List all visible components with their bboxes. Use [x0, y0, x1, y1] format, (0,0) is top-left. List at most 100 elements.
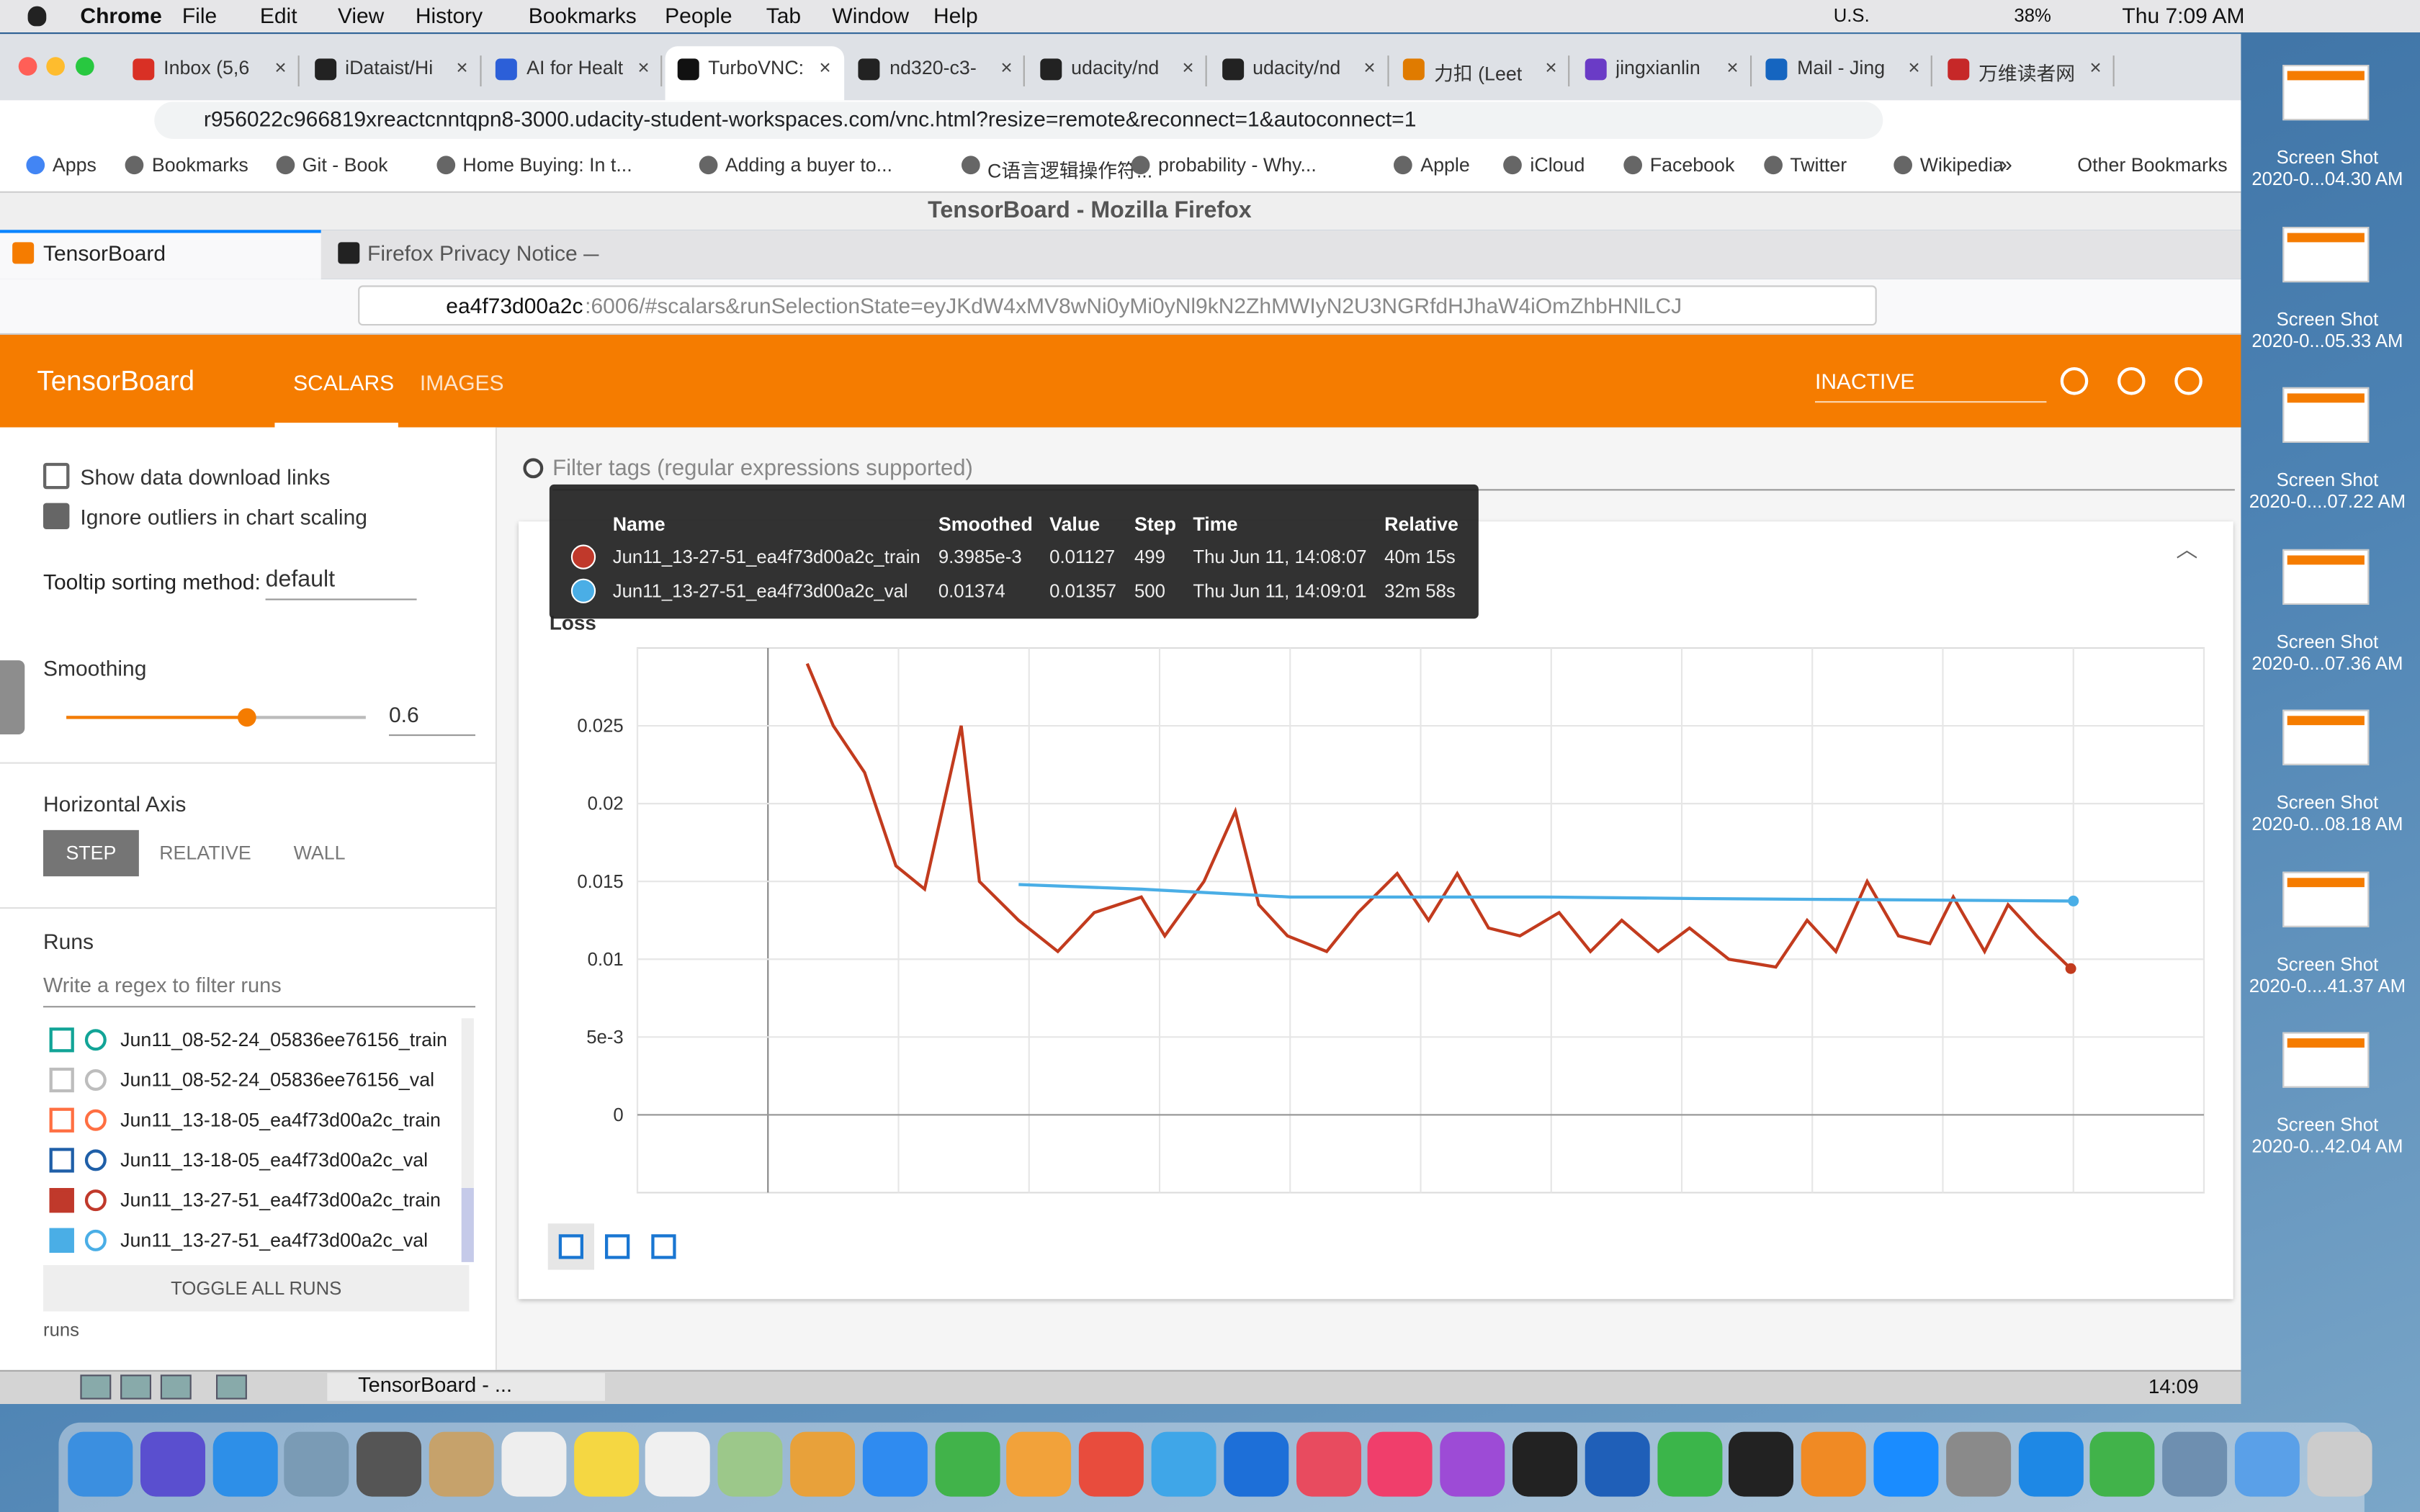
menu-item[interactable]: History [415, 3, 483, 28]
dock-icon[interactable] [573, 1431, 639, 1497]
tab-title[interactable]: udacity/nd [1071, 57, 1160, 79]
tab-title[interactable]: nd320-c3- [889, 57, 977, 79]
url-rest[interactable]: :6006/#scalars&runSelectionState=eyJKdW4… [585, 293, 1682, 318]
dock-icon[interactable] [717, 1431, 783, 1497]
dock-icon[interactable] [934, 1431, 1000, 1497]
taskbar-icon[interactable] [160, 1374, 192, 1400]
browser-tab[interactable] [1391, 55, 1570, 86]
menu-item[interactable]: People [665, 3, 732, 28]
browser-tab[interactable] [1754, 55, 1933, 86]
dock-icon[interactable] [1585, 1431, 1650, 1497]
card-collapse[interactable]: ︿ [2176, 536, 2198, 562]
dock-icon[interactable] [140, 1431, 205, 1497]
desktop-label[interactable]: 2020-0...07.36 AM [2251, 652, 2403, 674]
chart-tool[interactable] [605, 1234, 630, 1259]
desktop-label[interactable]: Screen Shot [2276, 953, 2379, 975]
axis-button[interactable]: WALL [293, 842, 346, 864]
tab-close[interactable]: × [637, 55, 650, 79]
menu-item[interactable]: Window [832, 3, 910, 28]
tab-title[interactable]: Inbox (5,6 [163, 57, 250, 79]
dock-icon[interactable] [1945, 1431, 2011, 1497]
dock-icon[interactable] [1657, 1431, 1722, 1497]
run-name[interactable]: Jun11_13-18-05_ea4f73d00a2c_val [120, 1149, 429, 1171]
browser-tab[interactable] [302, 55, 481, 86]
tab-close[interactable]: × [1000, 55, 1013, 79]
desktop-label[interactable]: Screen Shot [2276, 1114, 2379, 1136]
desktop-label[interactable]: 2020-0...08.18 AM [2251, 813, 2403, 835]
desktop-label[interactable]: 2020-0...04.30 AM [2251, 168, 2403, 190]
tab-close[interactable]: × [1908, 55, 1920, 79]
dock-icon[interactable] [790, 1431, 856, 1497]
run-checkbox[interactable] [49, 1027, 74, 1053]
dock-icon[interactable] [1006, 1431, 1072, 1497]
dock-icon[interactable] [501, 1431, 566, 1497]
dock-icon[interactable] [284, 1431, 350, 1497]
checkbox[interactable] [43, 503, 70, 529]
browser-tab[interactable] [483, 55, 663, 86]
tab-title[interactable]: jingxianlin [1615, 57, 1700, 79]
dock-icon[interactable] [2017, 1431, 2083, 1497]
tab-title[interactable]: TurboVNC: [708, 57, 805, 79]
chart-tool[interactable] [558, 1234, 583, 1259]
bookmark[interactable]: Git - Book [302, 154, 388, 176]
bookmark[interactable]: Apple [1420, 154, 1470, 176]
tab-close[interactable]: × [456, 55, 468, 79]
run-name[interactable]: Jun11_13-27-51_ea4f73d00a2c_val [120, 1229, 429, 1251]
tab-title[interactable]: 万维读者网 [1978, 63, 2076, 85]
tab-close[interactable]: × [274, 55, 287, 79]
desktop-label[interactable]: Screen Shot [2276, 469, 2379, 491]
desktop-label[interactable]: Screen Shot [2276, 146, 2379, 168]
bookmark[interactable]: Wikipedia [1919, 154, 2004, 176]
sidebar-handle[interactable] [0, 660, 25, 734]
tb-status[interactable]: INACTIVE [1815, 369, 2047, 403]
tab-close[interactable]: × [1545, 55, 1557, 79]
desktop-label[interactable]: 2020-0...42.04 AM [2251, 1135, 2403, 1158]
browser-tab[interactable] [1028, 55, 1207, 86]
axis-button[interactable]: RELATIVE [159, 842, 251, 864]
desktop-label[interactable]: 2020-0....07.22 AM [2249, 490, 2406, 513]
dock-icon[interactable] [429, 1431, 494, 1497]
desktop-label[interactable]: 2020-0....41.37 AM [2249, 974, 2406, 996]
run-checkbox[interactable] [49, 1188, 74, 1213]
run-name[interactable]: Jun11_13-18-05_ea4f73d00a2c_train [120, 1109, 441, 1131]
tb-icon[interactable] [2118, 366, 2146, 395]
run-checkbox[interactable] [49, 1228, 74, 1253]
tb-icon[interactable] [2060, 366, 2089, 395]
menu-clock[interactable]: Thu 7:09 AM [2122, 3, 2245, 28]
apple-logo[interactable] [27, 6, 47, 27]
tab-close[interactable]: × [2089, 55, 2102, 79]
browser-tab[interactable] [1572, 55, 1752, 86]
dock-icon[interactable] [2090, 1431, 2156, 1497]
tab-close[interactable]: × [1726, 55, 1739, 79]
dock-icon[interactable] [357, 1431, 422, 1497]
sort-select[interactable]: default [265, 566, 417, 600]
bookmark[interactable]: Twitter [1790, 154, 1847, 176]
tab-title[interactable]: 力扣 (Leet [1434, 63, 1523, 85]
window-button[interactable] [46, 57, 65, 76]
run-checkbox[interactable] [49, 1067, 74, 1093]
run-checkbox[interactable] [49, 1107, 74, 1133]
slider-thumb[interactable] [238, 708, 256, 727]
menu-item[interactable]: View [337, 3, 385, 28]
desktop-label[interactable]: Screen Shot [2276, 791, 2379, 814]
dock-icon[interactable] [1368, 1431, 1433, 1497]
menu-item[interactable]: File [182, 3, 218, 28]
bookmark[interactable]: probability - Why... [1157, 154, 1317, 176]
menu-battery[interactable]: 38% [2014, 4, 2051, 27]
browser-tab[interactable] [1935, 55, 2115, 86]
run-name[interactable]: Jun11_13-27-51_ea4f73d00a2c_train [120, 1189, 441, 1212]
tab-close[interactable]: × [819, 55, 831, 79]
tab-title[interactable]: AI for Healt [526, 57, 624, 79]
dock-icon[interactable] [1801, 1431, 1867, 1497]
option-label[interactable]: Show data download links [80, 464, 331, 490]
tb-nav[interactable]: IMAGES [419, 370, 504, 395]
dock-icon[interactable] [1223, 1431, 1289, 1497]
firefox-tab-title[interactable]: TensorBoard [43, 240, 166, 266]
checkbox[interactable] [43, 462, 70, 490]
dock-icon[interactable] [1729, 1431, 1794, 1497]
firefox-active-tab[interactable] [0, 230, 321, 279]
firefox-tab-title[interactable]: Firefox Privacy Notice — [367, 240, 599, 266]
dock-icon[interactable] [68, 1431, 133, 1497]
window-button[interactable] [76, 57, 94, 76]
dock-icon[interactable] [1440, 1431, 1505, 1497]
